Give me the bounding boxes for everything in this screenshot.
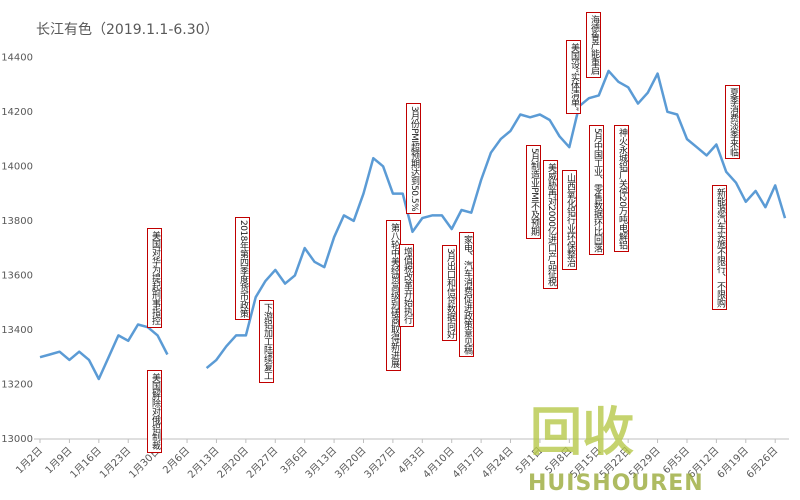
x-tick-label: 4月17日 bbox=[450, 445, 486, 481]
annotation: 家电、汽车消费促进政策意见稿 bbox=[459, 232, 474, 357]
x-tick-label: 4月24日 bbox=[480, 445, 516, 481]
y-tick-label: 13600 bbox=[1, 270, 33, 281]
x-tick-label: 3月20日 bbox=[332, 445, 368, 481]
watermark: 回收 HUISHOUREN bbox=[528, 403, 704, 496]
x-tick-label: 1月2日 bbox=[13, 445, 45, 477]
y-tick-label: 13400 bbox=[1, 325, 33, 336]
y-tick-label: 14000 bbox=[1, 161, 33, 172]
x-tick-label: 6月19日 bbox=[715, 445, 751, 481]
annotation: 神火永城铝厂关停20万吨电解铝 bbox=[614, 125, 629, 252]
x-tick-label: 4月10日 bbox=[421, 445, 457, 481]
annotation: 美国设“实体清单” bbox=[566, 40, 581, 114]
annotation: 美威胁再对2000亿进口产品征税 bbox=[543, 160, 558, 289]
price-line bbox=[39, 323, 169, 381]
annotation: 美国对华为提起刑事指控 bbox=[147, 228, 162, 328]
x-tick-label: 2月20日 bbox=[215, 445, 251, 481]
x-tick-label: 1月16日 bbox=[68, 445, 104, 481]
price-line bbox=[205, 69, 787, 370]
y-tick-label: 13800 bbox=[1, 216, 33, 227]
y-tick-label: 13200 bbox=[1, 379, 33, 390]
annotation: 增值税改革开始执行 bbox=[399, 244, 414, 327]
annotation: 美国解除对俄铝制裁 bbox=[147, 370, 162, 453]
x-tick-label: 1月23日 bbox=[97, 445, 133, 481]
watermark-text: 回收 bbox=[530, 403, 634, 463]
x-tick-label: 3月27日 bbox=[362, 445, 398, 481]
x-tick-label: 2月27日 bbox=[244, 445, 280, 481]
chart-title: 长江有色（2019.1.1-6.30） bbox=[36, 21, 219, 38]
y-tick-label: 14200 bbox=[1, 107, 33, 118]
watermark-subtext: HUISHOUREN bbox=[528, 471, 704, 496]
y-tick-label: 13000 bbox=[1, 434, 33, 445]
x-tick-label: 6月26日 bbox=[744, 445, 780, 481]
y-tick-label: 14400 bbox=[1, 52, 33, 63]
annotation: 山西氧化铝行业环保整治 bbox=[562, 170, 577, 270]
annotation: 2018年第四季度货币政策 bbox=[235, 217, 250, 321]
annotation: 下游铝加工陆续复工 bbox=[259, 300, 274, 383]
x-tick-label: 2月13日 bbox=[185, 445, 221, 481]
annotation: 3月份PMI超预期达到50.5% bbox=[406, 103, 421, 215]
annotation: 5月中国工业、零售数据环比回落 bbox=[589, 125, 604, 256]
annotation: 3月出口和信贷数据向好 bbox=[442, 245, 457, 342]
annotation: 新能源汽车实施不限行、不限购 bbox=[712, 185, 727, 310]
annotation: 夏季消费淡季来临 bbox=[725, 85, 740, 159]
x-tick-label: 3月13日 bbox=[303, 445, 339, 481]
annotation: 海德鲁产能重启 bbox=[586, 12, 601, 78]
annotation: 5月制造业PMI不及预期 bbox=[526, 145, 541, 239]
